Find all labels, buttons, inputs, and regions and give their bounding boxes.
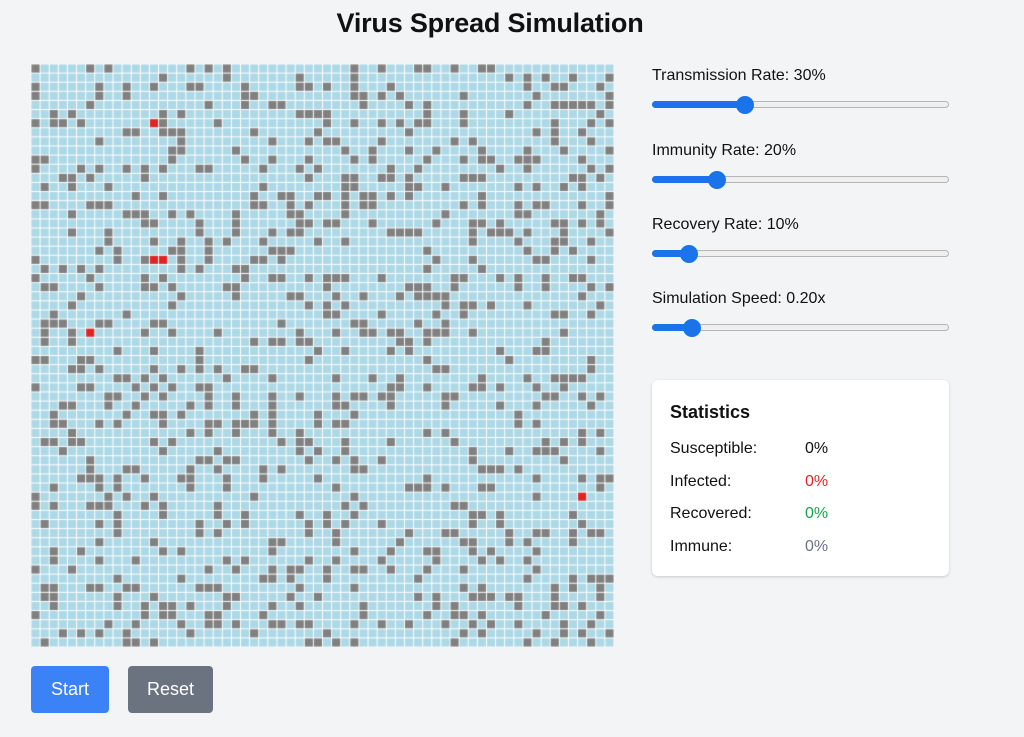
stat-row-susceptible: Susceptible: 0% bbox=[670, 433, 931, 466]
stat-value-susceptible: 0% bbox=[805, 440, 829, 458]
simulation-speed-control: Simulation Speed: 0.20x bbox=[652, 289, 949, 337]
stat-value-recovered: 0% bbox=[805, 505, 829, 523]
simulation-grid[interactable] bbox=[31, 64, 614, 647]
recovery-rate-label: Recovery Rate: 10% bbox=[652, 216, 799, 233]
stat-value-immune: 0% bbox=[805, 537, 829, 555]
immunity-rate-control: Immunity Rate: 20% bbox=[652, 141, 949, 189]
stat-row-immune: Immune: 0% bbox=[670, 531, 931, 564]
statistics-title: Statistics bbox=[670, 402, 751, 422]
transmission-rate-slider[interactable] bbox=[652, 96, 949, 114]
stat-label: Immune: bbox=[670, 537, 733, 555]
slider-thumb[interactable] bbox=[707, 171, 726, 189]
slider-thumb[interactable] bbox=[679, 245, 698, 263]
start-button[interactable]: Start bbox=[31, 666, 109, 713]
stat-value-infected: 0% bbox=[805, 472, 829, 490]
slider-fill bbox=[652, 250, 689, 257]
slider-thumb[interactable] bbox=[735, 96, 754, 114]
stat-row-recovered: Recovered: 0% bbox=[670, 498, 931, 531]
transmission-rate-control: Transmission Rate: 30% bbox=[652, 66, 949, 114]
statistics-panel: Statistics Susceptible: 0% Infected: 0% … bbox=[652, 380, 949, 576]
stat-label: Recovered: bbox=[670, 505, 752, 523]
slider-fill bbox=[652, 101, 745, 108]
reset-button[interactable]: Reset bbox=[128, 666, 213, 713]
recovery-rate-control: Recovery Rate: 10% bbox=[652, 215, 949, 263]
stat-label: Infected: bbox=[670, 472, 732, 490]
simulation-speed-label: Simulation Speed: 0.20x bbox=[652, 290, 826, 307]
slider-fill bbox=[652, 176, 717, 183]
simulation-speed-slider[interactable] bbox=[652, 319, 949, 337]
slider-fill bbox=[652, 324, 692, 331]
immunity-rate-slider[interactable] bbox=[652, 171, 949, 189]
page-title: Virus Spread Simulation bbox=[336, 8, 644, 38]
recovery-rate-slider[interactable] bbox=[652, 245, 949, 263]
stat-label: Susceptible: bbox=[670, 440, 758, 458]
immunity-rate-label: Immunity Rate: 20% bbox=[652, 142, 797, 159]
transmission-rate-label: Transmission Rate: 30% bbox=[652, 67, 826, 84]
stat-row-infected: Infected: 0% bbox=[670, 466, 931, 499]
slider-thumb[interactable] bbox=[682, 319, 701, 337]
